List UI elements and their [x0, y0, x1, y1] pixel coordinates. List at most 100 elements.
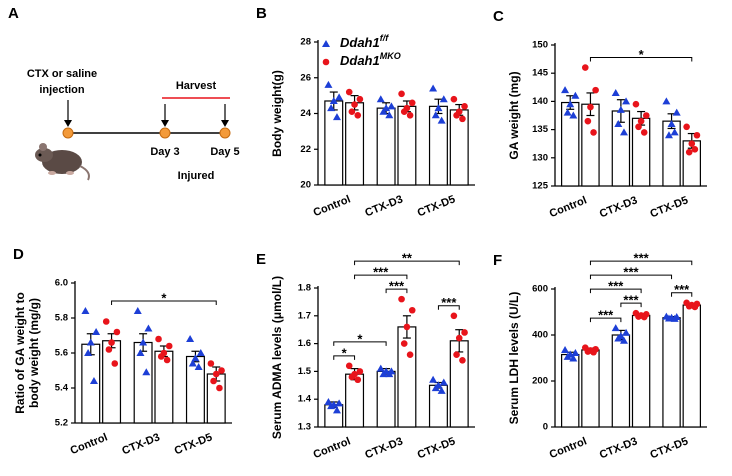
data-point: [662, 97, 671, 105]
data-point: [688, 140, 696, 147]
bar: [581, 349, 600, 428]
significance-bracket: [437, 305, 460, 310]
data-point: [592, 86, 599, 94]
data-point: [691, 146, 699, 153]
bar: [611, 334, 631, 428]
significance-bracket: [671, 292, 693, 297]
data-point: [563, 352, 572, 360]
data-point: [327, 402, 336, 410]
y-tick-label: 5.4: [55, 383, 69, 394]
y-tick-label: 150: [532, 40, 548, 51]
data-point: [664, 314, 673, 322]
panel-a: A CTX or saline injection Harvest Day 3 …: [8, 5, 240, 182]
legend-label: Ddah1f/f: [340, 33, 389, 50]
data-point: [429, 84, 438, 92]
data-point: [356, 368, 364, 375]
data-point: [408, 306, 416, 314]
data-point: [139, 338, 148, 346]
x-tick-label: CTX-D5: [649, 435, 690, 461]
bar: [397, 105, 417, 186]
data-point: [194, 363, 203, 370]
data-point: [186, 335, 195, 342]
data-point: [210, 377, 217, 385]
data-point: [437, 386, 446, 394]
x-tick-label: CTX-D3: [120, 431, 161, 457]
bar: [662, 317, 681, 428]
timepoint: [62, 127, 74, 139]
data-point: [348, 108, 356, 116]
data-point: [322, 40, 330, 47]
data-point: [400, 108, 408, 116]
chart-panel: F Serum LDH levels (U/L) 0 200 400 600 Control…: [493, 251, 707, 461]
x-tick-label: Control: [548, 435, 589, 461]
significance-bracket: [589, 274, 673, 280]
data-point: [616, 105, 625, 113]
data-point: [611, 324, 620, 332]
significance-label: ***: [373, 265, 389, 280]
y-tick-label: 5.8: [55, 313, 68, 324]
panel-letter: B: [256, 5, 267, 22]
harvest-label: Harvest: [176, 80, 217, 92]
data-point: [379, 370, 388, 378]
y-tick-label: 130: [532, 152, 548, 163]
arrowhead: [221, 120, 229, 127]
day-label: Day 3: [150, 146, 179, 158]
mouse-icon: [35, 143, 90, 181]
legend-superscript: MKO: [380, 51, 401, 61]
significance-label: **: [402, 251, 413, 266]
data-point: [348, 373, 356, 381]
significance-label: ***: [441, 295, 457, 310]
data-point: [207, 360, 215, 367]
data-point: [569, 111, 578, 119]
y-tick-label: 125: [532, 181, 549, 192]
significance-label: *: [639, 47, 645, 62]
bar: [662, 120, 681, 187]
arrowhead: [64, 120, 72, 127]
significance-bracket: [111, 300, 217, 305]
data-point: [439, 95, 448, 103]
data-point: [590, 348, 597, 356]
data-point: [461, 103, 468, 110]
data-point: [683, 123, 690, 131]
significance-bracket: [333, 341, 387, 346]
data-point: [672, 108, 681, 116]
y-axis-label: Ratio of GA weight to: [13, 292, 27, 414]
y-tick-label: 1.3: [298, 422, 311, 433]
data-point: [81, 307, 90, 314]
data-point: [406, 351, 414, 359]
data-point: [142, 368, 151, 376]
data-point: [614, 334, 623, 342]
significance-label: ***: [634, 251, 650, 266]
bar: [581, 103, 600, 187]
x-tick-label: CTX-D3: [598, 194, 639, 220]
x-tick-label: CTX-D5: [173, 431, 214, 457]
data-point: [345, 88, 353, 96]
data-point: [385, 370, 394, 378]
panel-letter: A: [8, 5, 19, 22]
data-point: [398, 295, 405, 303]
significance-label: ***: [623, 265, 639, 280]
significance-label: *: [357, 331, 363, 346]
y-tick-label: 20: [300, 180, 311, 191]
data-point: [324, 397, 333, 405]
data-point: [632, 100, 640, 108]
data-point: [584, 117, 592, 125]
data-point: [685, 148, 693, 156]
step-label: CTX or saline: [27, 68, 97, 80]
data-point: [563, 108, 572, 116]
data-point: [335, 93, 344, 101]
data-point: [345, 362, 353, 370]
arrowhead: [161, 120, 169, 127]
y-axis-label: GA weight (mg): [507, 71, 521, 159]
data-point: [642, 112, 650, 119]
data-point: [581, 64, 589, 71]
data-point: [108, 339, 115, 346]
data-point: [322, 58, 330, 66]
data-point: [155, 335, 162, 343]
data-point: [450, 312, 458, 320]
y-axis-label: body weight (mg/g): [27, 298, 41, 408]
data-point: [351, 101, 358, 108]
legend-name: Ddah1: [340, 35, 380, 50]
y-tick-label: 24: [300, 108, 311, 119]
data-point: [327, 104, 336, 112]
